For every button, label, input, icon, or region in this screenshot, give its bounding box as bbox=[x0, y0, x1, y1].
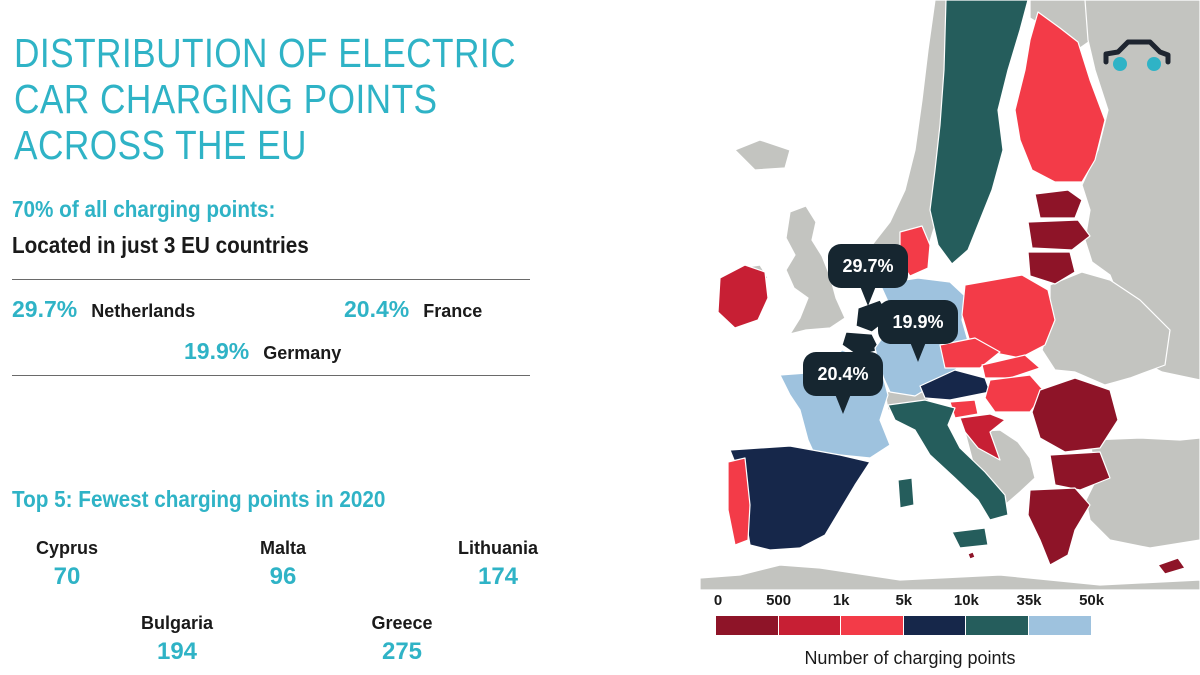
concentration-heading: 70% of all charging points: bbox=[12, 196, 276, 222]
stat-percent: 20.4% bbox=[344, 296, 410, 322]
fewest-item-malta: Malta 96 bbox=[198, 538, 368, 591]
fewest-item-cyprus: Cyprus 70 bbox=[0, 538, 152, 591]
fewest-country: Malta bbox=[259, 538, 306, 558]
legend-tick: 5k bbox=[895, 592, 913, 609]
fewest-item-greece: Greece 275 bbox=[317, 613, 487, 666]
callout-france: 20.4% bbox=[803, 352, 883, 396]
fewest-value: 194 bbox=[156, 638, 198, 665]
legend-swatch bbox=[716, 616, 778, 635]
region-north-africa bbox=[699, 564, 1200, 590]
fewest-country: Lithuania bbox=[458, 538, 538, 558]
stat-country: Germany bbox=[263, 343, 342, 363]
page-title: DISTRIBUTION OF ELECTRIC CAR CHARGING PO… bbox=[14, 30, 517, 168]
fewest-item-bulgaria: Bulgaria 194 bbox=[92, 613, 262, 666]
region-sardinia bbox=[897, 477, 915, 509]
callout-germany: 19.9% bbox=[878, 300, 958, 344]
fewest-item-lithuania: Lithuania 174 bbox=[413, 538, 583, 591]
region-croatia bbox=[959, 413, 1006, 461]
legend-swatch bbox=[778, 616, 841, 635]
region-bulgaria bbox=[1049, 451, 1111, 491]
region-czechia bbox=[939, 337, 1001, 369]
region-italy bbox=[887, 399, 1009, 521]
region-iceland-edge bbox=[734, 139, 791, 171]
region-russia bbox=[1081, 0, 1200, 381]
region-finland bbox=[1014, 11, 1106, 183]
region-slovakia bbox=[981, 354, 1041, 379]
region-poland bbox=[961, 274, 1056, 359]
divider-bottom bbox=[12, 375, 530, 376]
stat-country: Netherlands bbox=[91, 301, 196, 321]
legend-tick: 1k bbox=[832, 592, 850, 609]
region-ireland bbox=[717, 264, 769, 329]
callout-netherlands: 29.7% bbox=[828, 244, 908, 288]
region-romania bbox=[1031, 377, 1119, 453]
concentration-subheading: Located in just 3 EU countries bbox=[12, 232, 309, 258]
stat-percent: 19.9% bbox=[184, 338, 250, 364]
fewest-country: Greece bbox=[371, 613, 433, 633]
callout-pointer bbox=[835, 394, 851, 414]
callout-pointer bbox=[910, 342, 926, 362]
car-icon bbox=[1103, 39, 1171, 71]
region-sicily bbox=[951, 527, 989, 549]
region-lithuania bbox=[1027, 251, 1076, 285]
legend-swatch bbox=[1029, 616, 1091, 635]
fewest-value: 70 bbox=[53, 563, 81, 590]
legend-swatch bbox=[966, 616, 1028, 635]
stat-netherlands: 29.7% Netherlands bbox=[12, 296, 195, 323]
fewest-country: Bulgaria bbox=[140, 613, 214, 633]
legend-tick: 35k bbox=[1016, 592, 1042, 609]
legend-tick: 500 bbox=[766, 592, 792, 609]
legend-tick: 50k bbox=[1079, 592, 1105, 609]
divider-top bbox=[12, 279, 530, 280]
europe-map bbox=[699, 0, 1200, 590]
region-portugal bbox=[727, 457, 751, 546]
region-belarus-ukraine bbox=[1041, 271, 1171, 386]
stat-country: France bbox=[423, 301, 483, 321]
region-cyprus bbox=[1157, 557, 1186, 575]
callout-pointer bbox=[860, 286, 876, 306]
fewest-country: Cyprus bbox=[35, 538, 98, 558]
stat-percent: 29.7% bbox=[12, 296, 78, 322]
legend-swatch bbox=[903, 616, 966, 635]
region-spain bbox=[729, 445, 871, 551]
legend-caption: Number of charging points bbox=[804, 648, 1016, 668]
region-sweden bbox=[929, 0, 1029, 265]
legend-tick: 0 bbox=[713, 592, 723, 609]
region-hungary bbox=[984, 374, 1046, 413]
region-great-britain bbox=[785, 205, 846, 335]
legend-tick: 10k bbox=[953, 592, 979, 609]
stat-germany: 19.9% Germany bbox=[184, 338, 341, 365]
legend-swatch bbox=[841, 616, 903, 635]
fewest-value: 96 bbox=[269, 563, 297, 590]
region-greece bbox=[1027, 487, 1091, 566]
fewest-value: 275 bbox=[381, 638, 423, 665]
region-malta bbox=[967, 551, 976, 560]
fewest-heading: Top 5: Fewest charging points in 2020 bbox=[12, 486, 386, 512]
region-estonia bbox=[1034, 189, 1083, 219]
region-latvia bbox=[1027, 219, 1091, 251]
region-turkey bbox=[1085, 437, 1200, 549]
stat-france: 20.4% France bbox=[344, 296, 482, 323]
fewest-value: 174 bbox=[477, 563, 519, 590]
